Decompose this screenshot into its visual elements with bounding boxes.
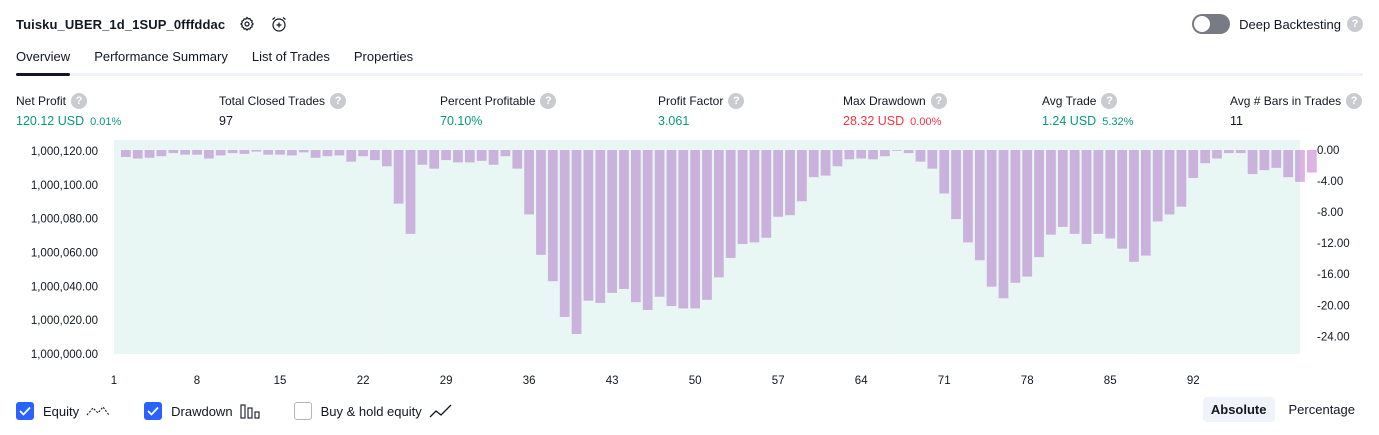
legend-equity[interactable]: Equity [16, 402, 110, 420]
x-tick-label: 22 [357, 375, 370, 387]
x-tick-label: 1 [111, 375, 117, 387]
drawdown-tick-label: -24.00 [1317, 331, 1350, 343]
tab-overview[interactable]: Overview [16, 46, 71, 76]
drawdown-tick-label: 0.00 [1317, 145, 1339, 157]
help-icon[interactable]: ? [1346, 93, 1363, 109]
metric-avg-bars-in-trades: Avg # Bars in Trades? 11 [1230, 93, 1363, 128]
equity-tick-label: 1,000,060.00 [31, 248, 98, 260]
x-tick-label: 15 [274, 375, 287, 387]
equity-tick-label: 1,000,120.00 [31, 146, 98, 158]
metric-value: 3.061 [658, 114, 690, 128]
drawdown-axis: 0.00 -4.00 -8.00 -12.00 -16.00 -20.00 -24.00 [1317, 145, 1350, 343]
metric-percent: 5.32% [1102, 116, 1134, 128]
trend-line-icon [429, 403, 453, 419]
drawdown-checkbox[interactable] [144, 402, 163, 420]
metric-label: Avg Trade [1042, 94, 1097, 108]
tab-properties[interactable]: Properties [353, 49, 414, 64]
equity-checkbox[interactable] [16, 402, 34, 420]
drawdown-tick-label: -8.00 [1317, 207, 1343, 219]
report-tabs: Overview Performance Summary List of Tra… [16, 46, 1363, 76]
help-icon[interactable]: ? [540, 93, 557, 109]
metric-label: Profit Factor [658, 94, 724, 108]
alarm-clock-plus-icon[interactable] [269, 14, 289, 34]
legend-drawdown-label: Drawdown [171, 403, 233, 419]
help-icon[interactable]: ? [71, 93, 88, 109]
x-tick-label: 43 [606, 375, 619, 387]
metric-label: Total Closed Trades [219, 94, 326, 108]
metric-value: 70.10% [440, 114, 483, 128]
equity-drawdown-chart[interactable]: 1,000,120.00 1,000,100.00 1,000,080.00 1,00… [0, 140, 1379, 398]
trade-number-axis: 1 8 15 22 29 36 43 50 57 64 71 78 85 92 [111, 375, 1200, 387]
drawdown-tick-label: -16.00 [1317, 269, 1350, 281]
x-tick-label: 36 [523, 375, 536, 387]
drawdown-bar [1295, 150, 1305, 182]
x-tick-label: 64 [855, 375, 868, 387]
metric-value: 1.24 USD [1042, 114, 1097, 128]
drawdown-tick-label: -12.00 [1317, 238, 1350, 250]
tab-performance-summary[interactable]: Performance Summary [94, 49, 228, 64]
help-icon[interactable]: ? [330, 93, 347, 109]
metric-percent-profitable: Percent Profitable? 70.10% [440, 93, 557, 128]
x-tick-label: 50 [689, 375, 702, 387]
metric-value: 11 [1230, 114, 1243, 128]
deep-backtesting-label: Deep Backtesting [1239, 16, 1341, 32]
buy-hold-checkbox[interactable] [293, 402, 312, 420]
chart-legend: Equity Drawdown Buy & hold equity Absolu… [16, 397, 1363, 422]
equity-axis: 1,000,120.00 1,000,100.00 1,000,080.00 1,00… [31, 146, 98, 361]
metric-value: 97 [219, 114, 233, 128]
equity-tick-label: 1,000,100.00 [31, 180, 98, 192]
legend-buy-hold[interactable]: Buy & hold equity [293, 402, 453, 420]
metric-label: Percent Profitable [440, 94, 536, 108]
metric-percent: 0.00% [910, 116, 942, 128]
absolute-button[interactable]: Absolute [1202, 397, 1275, 422]
metric-profit-factor: Profit Factor? 3.061 [658, 93, 745, 128]
deep-backtesting: Deep Backtesting ? [1192, 12, 1363, 36]
help-icon[interactable]: ? [1101, 93, 1118, 109]
percentage-button[interactable]: Percentage [1288, 402, 1356, 417]
metric-total-closed-trades: Total Closed Trades? 97 [219, 93, 347, 128]
equity-tick-label: 1,000,040.00 [31, 281, 98, 293]
equity-area [114, 140, 1300, 354]
equity-tick-label: 1,000,000.00 [31, 349, 98, 361]
x-tick-label: 8 [194, 375, 200, 387]
drawdown-bar [1307, 150, 1317, 173]
legend-equity-label: Equity [43, 403, 80, 419]
help-icon[interactable]: ? [1347, 16, 1363, 32]
gear-icon[interactable] [237, 14, 257, 34]
help-icon[interactable]: ? [728, 93, 745, 109]
metrics-row: Net Profit? 120.12 USD 0.01% Total Closed… [16, 93, 1363, 133]
legend-buy-hold-label: Buy & hold equity [320, 403, 422, 419]
metric-percent: 0.01% [90, 116, 122, 128]
metric-value: 28.32 USD [843, 114, 905, 128]
x-tick-label: 57 [772, 375, 785, 387]
x-tick-label: 29 [440, 375, 453, 387]
x-tick-label: 92 [1187, 375, 1200, 387]
metric-label: Max Drawdown [843, 94, 926, 108]
x-tick-label: 78 [1021, 375, 1034, 387]
legend-drawdown[interactable]: Drawdown [144, 402, 260, 420]
equity-tick-label: 1,000,020.00 [31, 315, 98, 327]
equity-tick-label: 1,000,080.00 [31, 214, 98, 226]
metric-label: Net Profit [16, 94, 67, 108]
report-header: Tuisku_UBER_1d_1SUP_0fffddac Deep Backte… [16, 12, 1363, 36]
bar-columns-icon [240, 403, 260, 419]
metric-max-drawdown: Max Drawdown? 28.32 USD 0.00% [843, 93, 947, 128]
help-icon[interactable]: ? [930, 93, 947, 109]
drawdown-tick-label: -4.00 [1317, 176, 1343, 188]
x-tick-label: 71 [938, 375, 951, 387]
metric-value: 120.12 USD [16, 114, 85, 128]
tab-list-of-trades[interactable]: List of Trades [251, 49, 330, 64]
metric-label: Avg # Bars in Trades [1230, 94, 1342, 108]
drawdown-tick-label: -20.00 [1317, 300, 1350, 312]
x-tick-label: 85 [1104, 375, 1117, 387]
metric-net-profit: Net Profit? 120.12 USD 0.01% [16, 93, 121, 128]
scale-mode-switch: Absolute Percentage [1197, 397, 1363, 422]
metric-avg-trade: Avg Trade? 1.24 USD 5.32% [1042, 93, 1133, 128]
equity-line-icon [86, 403, 110, 419]
strategy-title: Tuisku_UBER_1d_1SUP_0fffddac [16, 16, 226, 32]
deep-backtesting-toggle[interactable] [1192, 14, 1231, 34]
